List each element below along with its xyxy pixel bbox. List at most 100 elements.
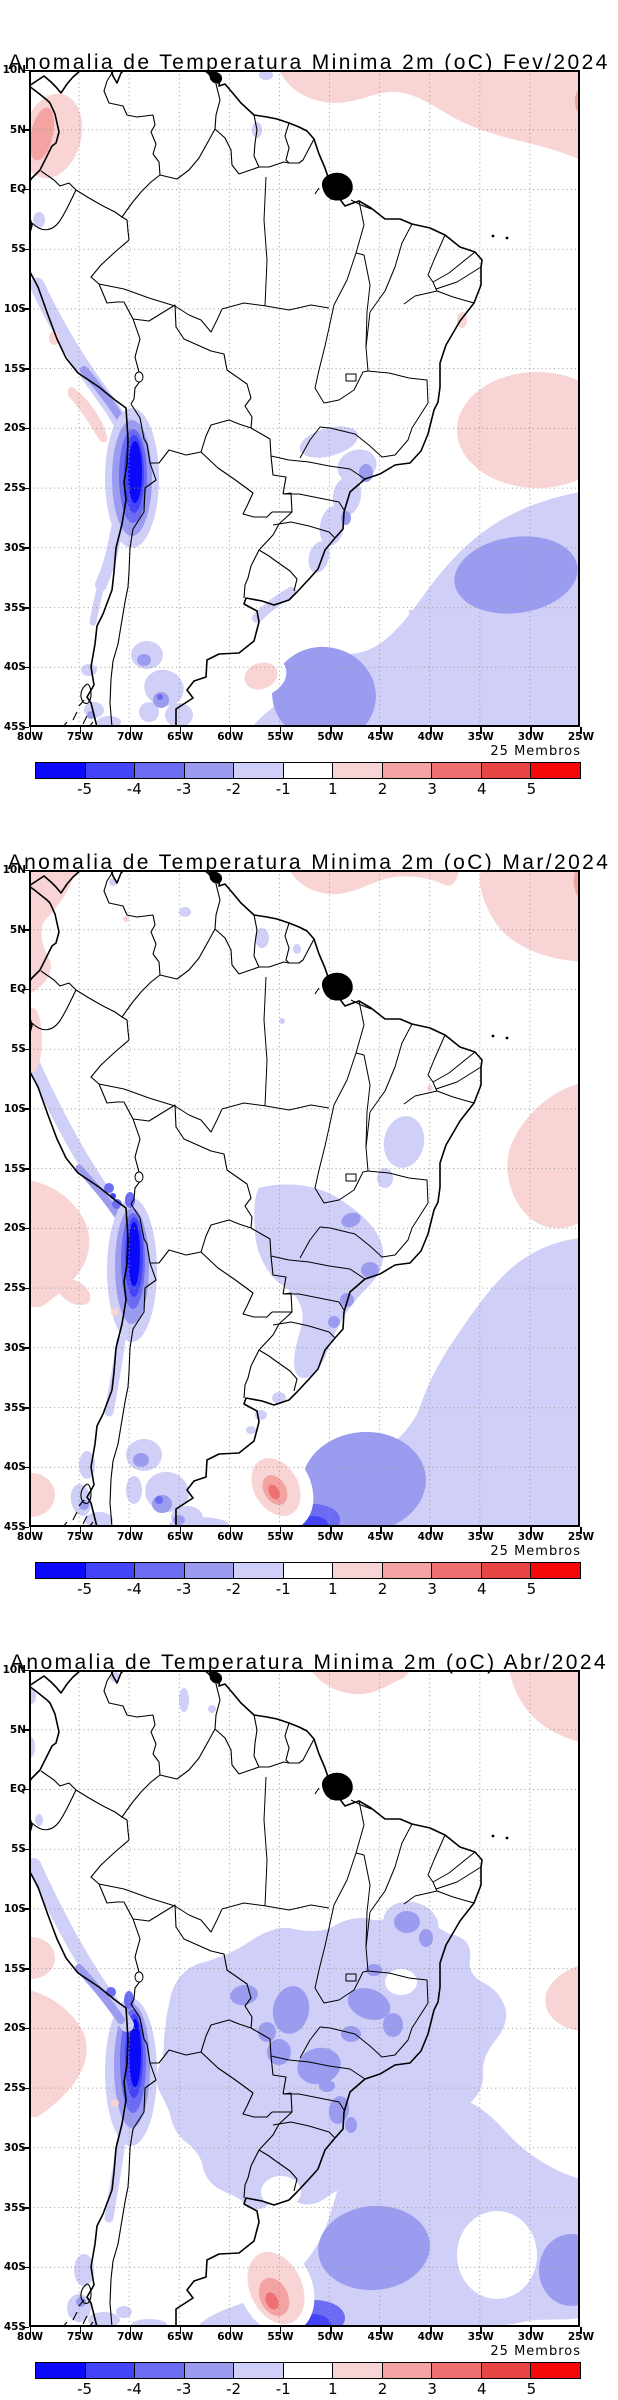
lat-label-35s: 35S [3,601,26,614]
colorbar-tick-label: 1 [328,780,338,798]
lon-label-75w: 75W [66,1531,94,1543]
colorbar-cell [431,2363,481,2378]
colorbar-cell [480,763,531,778]
colorbar-tick-label: -3 [176,780,192,798]
lat-label-20s: 20S [3,422,26,435]
lon-tick [380,2327,382,2334]
lat-label-45s: 45S [3,721,26,734]
lon-tick [480,727,482,734]
colorbar-cell [134,2363,184,2378]
colorbar-cell [134,1563,184,1578]
lat-tick [22,69,29,71]
colorbar-tick-label: -1 [275,2380,291,2398]
lat-tick [22,1168,29,1170]
lat-tick [22,666,29,669]
colorbar-cell [381,1563,432,1578]
colorbar-cell [282,1563,333,1578]
colorbar-tick-label: -3 [176,1580,192,1598]
lon-label-80w: 80W [16,731,44,743]
colorbar-cell [36,2363,85,2378]
lon-label-65w: 65W [167,2331,194,2343]
lat-label-20s: 20S [3,2022,26,2035]
lon-tick [179,2327,182,2334]
colorbar-cell [233,2363,283,2378]
lon-label-50w: 50W [317,731,344,743]
lon-label-30w: 30W [517,1531,544,1543]
map-canvas [29,870,581,1528]
lon-label-25w: 25W [567,1531,595,1543]
lat-label-15s: 15S [3,362,26,375]
lon-tick [380,1527,382,1534]
lat-label-25s: 25S [3,2082,26,2095]
lon-tick [229,2327,232,2334]
lon-tick [530,2327,532,2334]
colorbar-tick-label: 1 [328,2380,338,2398]
lat-tick [22,726,29,729]
lat-label-10s: 10S [3,302,26,315]
colorbar-tick-label: 2 [377,1580,388,1598]
lat-label-5n: 5N [9,1723,26,1736]
colorbar-cell [431,1563,481,1578]
panel-title: Anomalia de Temperatura Minima 2m (oC) F… [8,51,610,75]
colorbar-tick-label: 5 [526,2380,537,2398]
colorbar-cell [183,1563,234,1578]
lat-tick [22,1729,29,1731]
lat-tick [22,607,29,609]
colorbar-tick-label: 2 [377,2380,388,2398]
lat-label-30s: 30S [3,2141,26,2154]
lon-label-25w: 25W [567,2331,595,2343]
lat-label-5s: 5S [11,243,26,256]
colorbar-cell [84,2363,135,2378]
lon-label-70w: 70W [117,1531,144,1543]
members-label: 25 Membros [490,744,581,759]
lon-tick [79,727,82,734]
lat-tick [22,487,29,490]
colorbar-tick-label: 4 [476,1580,487,1598]
lat-label-eq: EQ [9,1783,26,1796]
lon-tick [530,727,532,734]
colorbar-tick-label: 2 [377,780,388,798]
lon-tick [580,2327,582,2334]
lon-tick [129,2327,132,2334]
lat-tick [22,869,29,871]
colorbar-tick-label: -5 [77,780,93,798]
panel-title: Anomalia de Temperatura Minima 2m (oC) A… [10,1651,608,1675]
colorbar-cell [530,763,581,778]
lat-label-35s: 35S [3,2201,26,2214]
colorbar-tick-label: -4 [126,1580,142,1598]
colorbar-tick-label: -1 [275,1580,291,1598]
map-panel-abr2024: Anomalia de Temperatura Minima 2m (oC) A… [0,1600,618,2400]
lat-tick [22,547,29,549]
lat-label-30s: 30S [3,541,26,554]
lon-label-60w: 60W [217,2331,244,2343]
lon-tick [430,1527,432,1534]
map-canvas [29,1670,581,2328]
colorbar-cell [84,1563,135,1578]
panel-title: Anomalia de Temperatura Minima 2m (oC) M… [7,851,611,875]
colorbar-tick-label: 5 [526,780,537,798]
lat-label-5s: 5S [11,1043,26,1056]
lat-label-25s: 25S [3,1282,26,1295]
lon-label-75w: 75W [66,2331,94,2343]
lat-tick [22,1048,29,1051]
lon-label-30w: 30W [517,2331,544,2343]
map-canvas [29,70,581,728]
lon-tick [530,1527,532,1534]
colorbar-cell [431,763,481,778]
colorbar-cell [183,2363,234,2378]
lon-tick [29,2327,31,2334]
members-label: 25 Membros [490,1544,581,1559]
lat-label-45s: 45S [3,2321,26,2334]
lat-label-5n: 5N [9,923,26,936]
colorbar-tick-label: 4 [476,780,487,798]
lat-label-40s: 40S [3,2261,26,2274]
colorbar-tick-label: -2 [226,1580,242,1598]
lon-label-50w: 50W [317,2331,344,2343]
colorbar-cell [381,763,432,778]
colorbar-tick-label: 3 [427,780,437,798]
colorbar-cell [332,1563,382,1578]
lat-label-25s: 25S [3,482,26,495]
lon-label-35w: 35W [467,2331,494,2343]
lat-tick [22,2027,29,2030]
lat-label-10n: 10N [2,864,26,876]
